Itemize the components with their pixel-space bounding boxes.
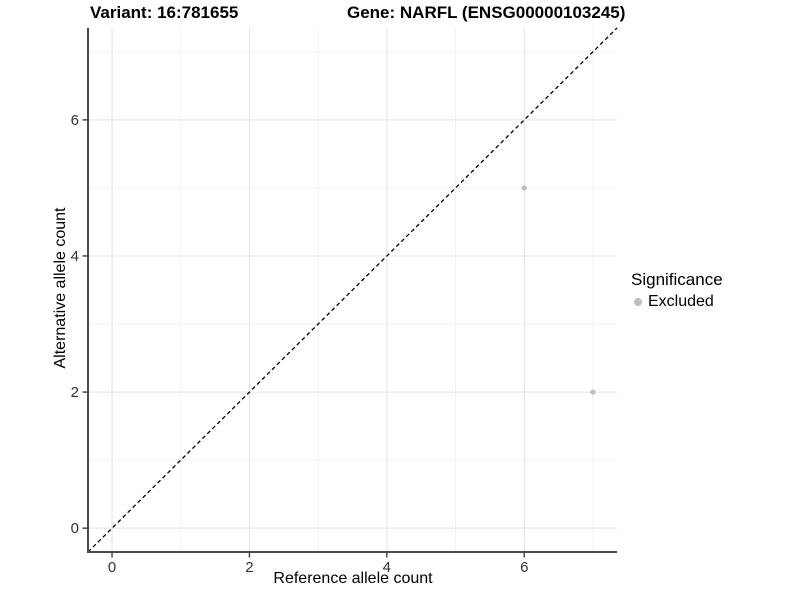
svg-text:6: 6 [520, 559, 528, 576]
variant-title: Variant: 16:781655 [90, 3, 239, 22]
svg-text:4: 4 [383, 559, 391, 576]
y-axis-title: Alternative allele count [52, 207, 69, 369]
gene-title: Gene: NARFL (ENSG00000103245) [347, 3, 626, 22]
svg-text:6: 6 [71, 112, 79, 129]
legend: Significance Excluded [631, 270, 723, 311]
svg-text:4: 4 [71, 248, 79, 265]
legend-item-excluded: Excluded [631, 293, 723, 311]
svg-text:0: 0 [71, 520, 79, 537]
excluded-point-icon [634, 298, 642, 306]
svg-text:0: 0 [108, 559, 116, 576]
svg-text:2: 2 [71, 384, 79, 401]
legend-title: Significance [631, 270, 723, 289]
svg-text:2: 2 [245, 559, 253, 576]
x-axis-title: Reference allele count [273, 570, 433, 587]
legend-item-label: Excluded [648, 293, 714, 310]
